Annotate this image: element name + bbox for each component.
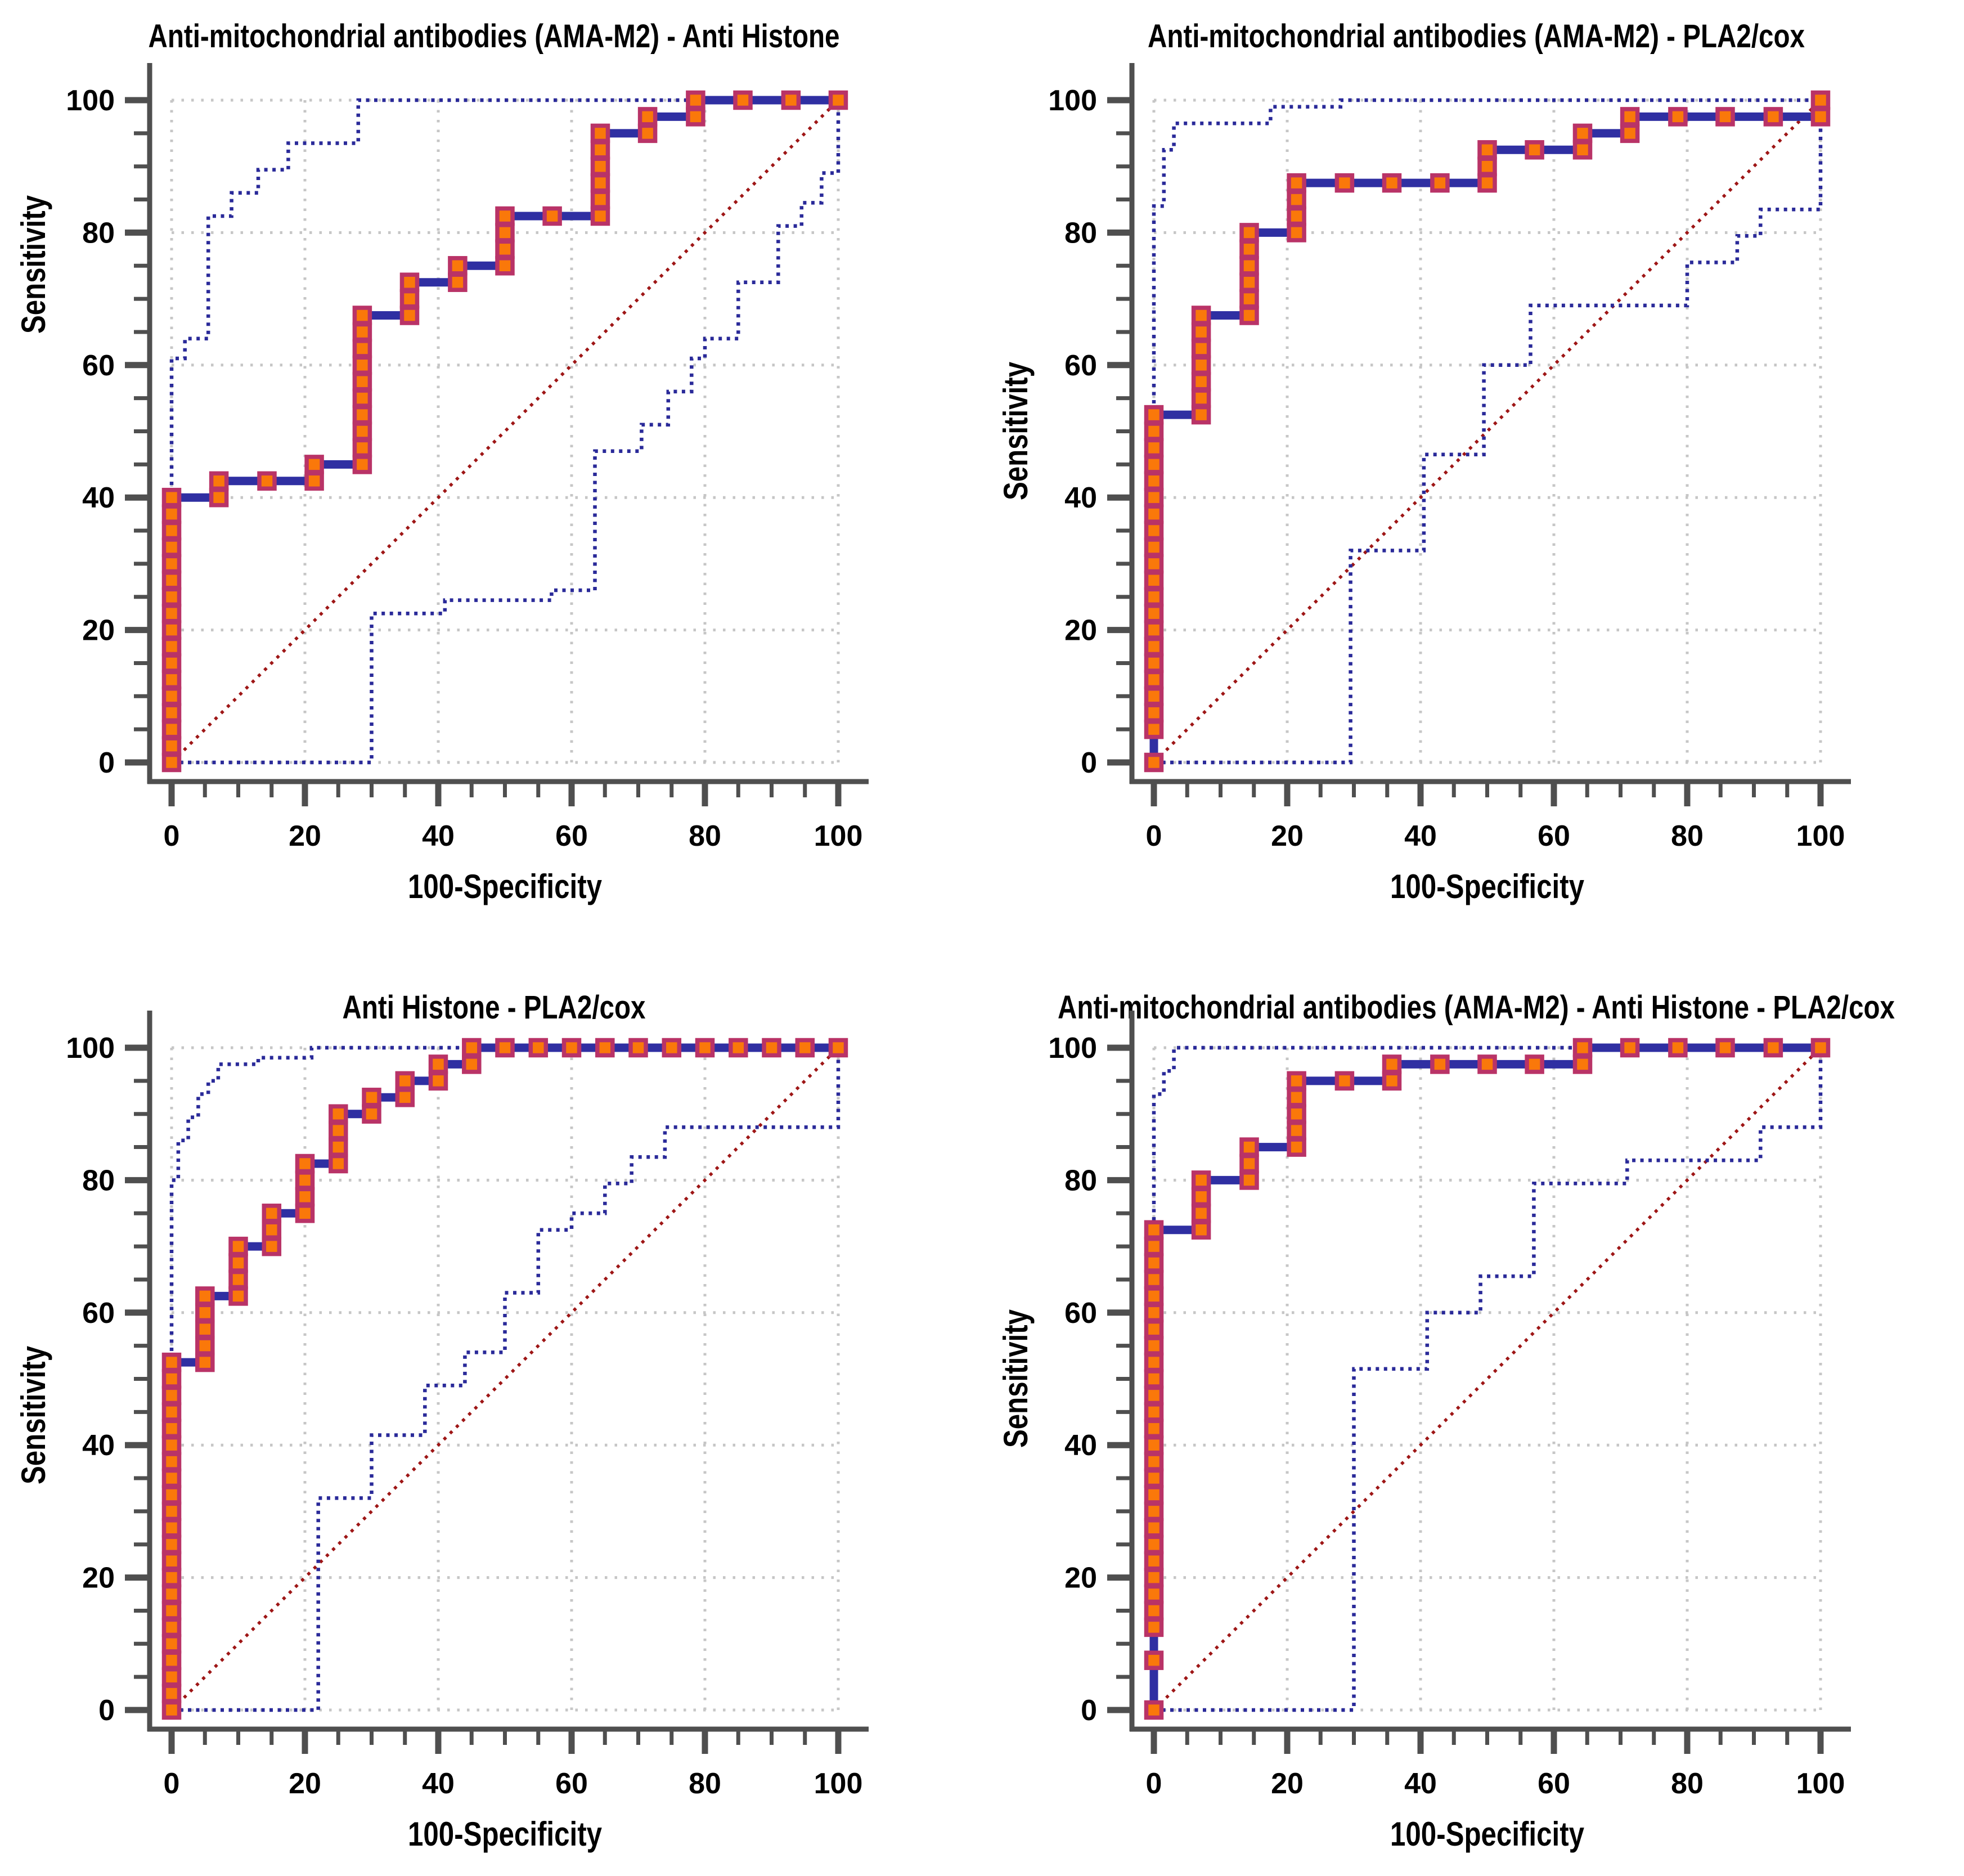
y-tick-labels: 0 20 40 60 80 100 [1048,1032,1097,1727]
x-axis-label: 100-Specificity [408,868,603,905]
y-tick-label: 40 [1064,1429,1097,1462]
y-tick-label: 100 [1048,1032,1097,1065]
chart-title: Anti-mitochondrial antibodies (AMA-M2) -… [1058,989,1895,1026]
x-tick-label: 0 [1146,820,1162,852]
y-axis [1107,1011,1135,1731]
y-tick-label: 60 [1064,349,1097,382]
x-axis [147,779,869,806]
y-axis-label: Sensitivity [997,361,1035,500]
x-tick-labels: 0 20 40 60 80 100 [164,820,863,852]
roc-markers [1144,90,1831,773]
x-tick-label: 20 [289,820,321,852]
roc-panel-bottom-left: Anti Histone - PLA2/cox 100-Specificity … [0,948,982,1876]
x-axis-label: 100-Specificity [1390,868,1585,905]
roc-markers [1144,1038,1831,1720]
x-axis [1130,1726,1851,1754]
chart-title: Anti-mitochondrial antibodies (AMA-M2) -… [1148,18,1805,55]
y-axis-label: Sensitivity [15,1345,52,1484]
x-tick-label: 60 [555,820,588,852]
x-tick-label: 80 [1671,1767,1704,1800]
x-tick-label: 40 [1404,1767,1437,1800]
diagonal-reference-line [1153,99,1822,764]
chart-title: Anti Histone - PLA2/cox [343,989,646,1026]
y-tick-labels: 0 20 40 60 80 100 [66,1032,115,1727]
y-axis-label: Sensitivity [997,1309,1035,1448]
x-tick-labels: 0 20 40 60 80 100 [164,1767,863,1800]
y-tick-label: 100 [66,84,115,117]
y-tick-label: 100 [66,1032,115,1065]
y-tick-label: 0 [98,1694,115,1727]
y-tick-labels: 0 20 40 60 80 100 [1048,84,1097,779]
y-tick-label: 20 [1064,614,1097,647]
diagonal-reference-line [170,1047,839,1711]
x-tick-label: 60 [1538,1767,1570,1800]
x-axis-label: 100-Specificity [1390,1815,1585,1853]
roc-chart-ama-m2-pla2-cox: Anti-mitochondrial antibodies (AMA-M2) -… [997,18,1851,905]
y-tick-label: 60 [1064,1297,1097,1330]
roc-chart-anti-histone-pla2-cox: Anti Histone - PLA2/cox 100-Specificity … [15,989,869,1853]
x-tick-label: 40 [422,1767,455,1800]
y-tick-label: 80 [1064,1164,1097,1197]
ci-upper-line [1152,98,1821,762]
roc-panel-bottom-right: Anti-mitochondrial antibodies (AMA-M2) -… [982,948,1964,1876]
x-axis [1130,779,1851,806]
y-tick-label: 20 [82,1562,115,1595]
ci-upper-line [169,1045,838,1710]
x-tick-label: 80 [1671,820,1704,852]
y-axis [1107,63,1135,784]
y-tick-label: 0 [1081,1694,1097,1727]
x-tick-label: 100 [1796,820,1845,852]
y-tick-label: 0 [98,747,115,779]
x-tick-label: 80 [689,1767,721,1800]
x-tick-label: 80 [689,820,721,852]
x-tick-label: 60 [555,1767,588,1800]
x-tick-label: 0 [164,1767,180,1800]
y-tick-label: 40 [82,1429,115,1462]
y-tick-label: 0 [1081,747,1097,779]
roc-markers [161,1038,848,1720]
x-tick-label: 20 [1271,1767,1304,1800]
x-tick-label: 40 [1404,820,1437,852]
ci-lower-line [172,1048,841,1712]
x-tick-labels: 0 20 40 60 80 100 [1146,1767,1845,1800]
y-tick-label: 80 [1064,217,1097,249]
ci-upper-line [169,98,838,762]
y-axis [125,63,152,784]
y-tick-label: 20 [1064,1562,1097,1595]
roc-panel-top-left: Anti-mitochondrial antibodies (AMA-M2) -… [0,0,982,928]
x-tick-label: 100 [814,820,863,852]
x-tick-label: 100 [1796,1767,1845,1800]
ci-lower-line [1154,100,1823,765]
x-tick-label: 100 [814,1767,863,1800]
x-tick-label: 20 [289,1767,321,1800]
roc-chart-ama-m2-anti-histone-pla2-cox: Anti-mitochondrial antibodies (AMA-M2) -… [997,989,1895,1853]
y-tick-label: 60 [82,349,115,382]
ci-lower-line [1154,1048,1823,1712]
x-tick-label: 0 [1146,1767,1162,1800]
x-tick-labels: 0 20 40 60 80 100 [1146,820,1845,852]
x-axis-label: 100-Specificity [408,1815,603,1853]
y-tick-label: 100 [1048,84,1097,117]
roc-markers [161,90,848,773]
chart-title: Anti-mitochondrial antibodies (AMA-M2) -… [149,18,840,55]
x-tick-label: 20 [1271,820,1304,852]
x-tick-label: 0 [164,820,180,852]
y-tick-label: 60 [82,1297,115,1330]
y-tick-label: 80 [82,1164,115,1197]
x-tick-label: 60 [1538,820,1570,852]
y-axis-label: Sensitivity [15,195,52,334]
x-axis [147,1726,869,1754]
x-tick-label: 40 [422,820,455,852]
diagonal-reference-line [170,99,839,764]
y-tick-label: 20 [82,614,115,647]
roc-chart-ama-m2-anti-histone: Anti-mitochondrial antibodies (AMA-M2) -… [15,18,869,905]
y-axis [125,1011,152,1731]
y-tick-labels: 0 20 40 60 80 100 [66,84,115,779]
y-tick-label: 80 [82,217,115,249]
y-tick-label: 40 [1064,482,1097,514]
y-tick-label: 40 [82,482,115,514]
ci-lower-line [172,100,841,765]
roc-panel-top-right: Anti-mitochondrial antibodies (AMA-M2) -… [982,0,1964,928]
